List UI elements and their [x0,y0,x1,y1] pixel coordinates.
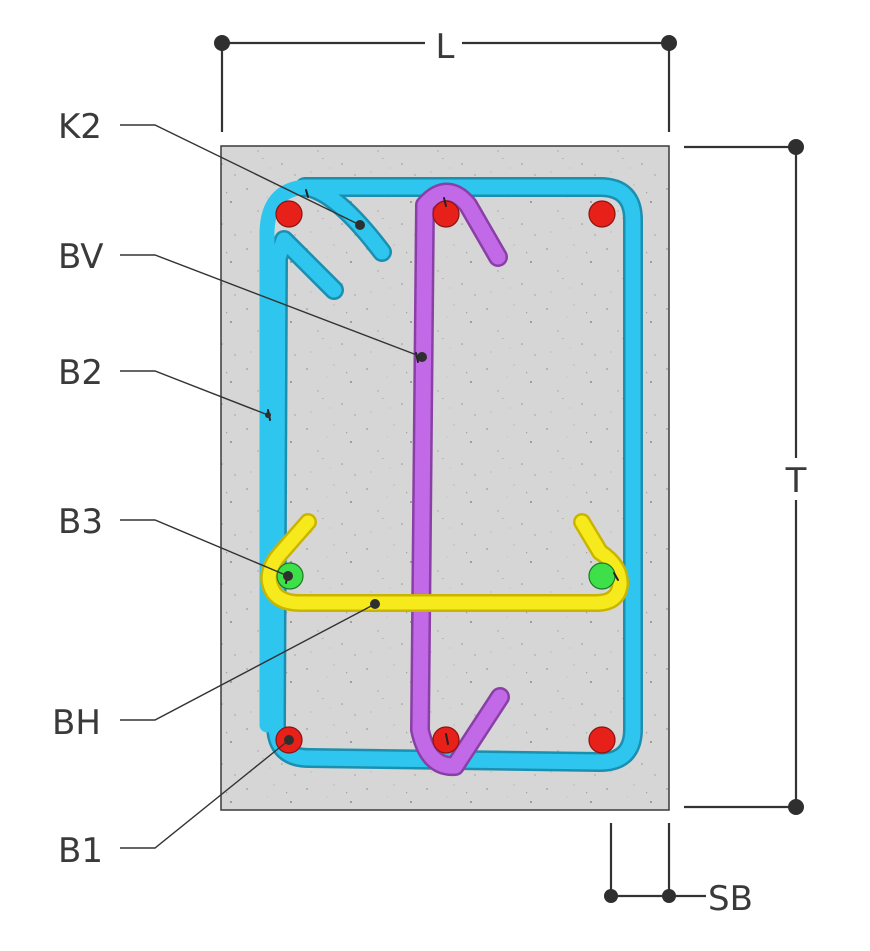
bar-top-left [275,200,303,228]
horizontal-link-bh [260,513,630,612]
leader-k2 [120,124,365,230]
bar-bottom-middle [432,726,460,754]
vertical-hook-bv [410,182,510,777]
label-b2: B2 [58,353,103,393]
leader-bv [120,254,427,362]
leader-bh [120,599,380,721]
label-bh: BH [52,703,101,743]
leader-b1 [120,735,294,849]
leader-b2 [120,370,271,418]
label-b1: B1 [58,831,103,871]
bar-top-right [588,200,616,228]
dimension-sb: SB [604,823,753,919]
dimension-t-label: T [785,461,807,501]
dimension-sb-label: SB [708,879,753,919]
label-k2: K2 [58,107,102,147]
dimension-t: T [684,139,807,815]
label-b3: B3 [58,502,103,542]
label-bv: BV [58,237,104,277]
dimension-l-label: L [436,27,455,67]
leader-b3 [120,519,293,581]
dimension-l: L [214,27,677,132]
bar-middle-right [588,562,616,590]
main-bars [275,200,616,754]
bar-top-middle [432,200,460,228]
bar-bottom-right [588,726,616,754]
